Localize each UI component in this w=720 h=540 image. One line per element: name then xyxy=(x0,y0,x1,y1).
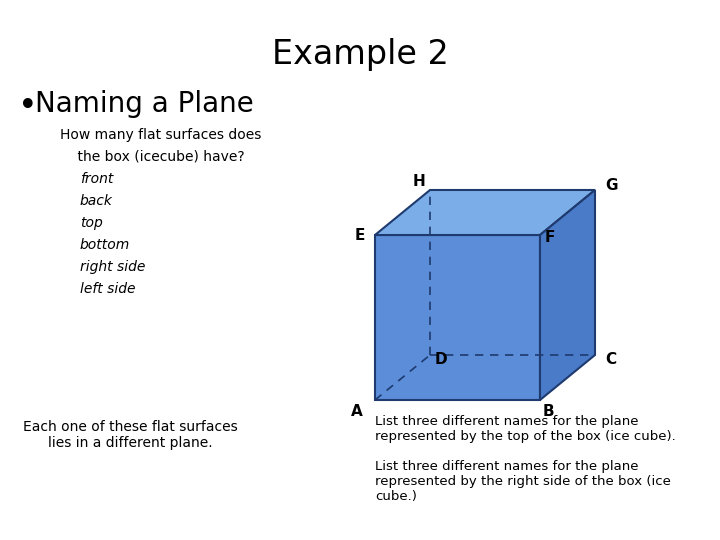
Text: Naming a Plane: Naming a Plane xyxy=(35,90,253,118)
Polygon shape xyxy=(375,235,540,400)
Text: Each one of these flat surfaces
lies in a different plane.: Each one of these flat surfaces lies in … xyxy=(22,420,238,450)
Text: Example 2: Example 2 xyxy=(271,38,449,71)
Text: the box (icecube) have?: the box (icecube) have? xyxy=(60,150,245,164)
Text: E: E xyxy=(355,227,365,242)
Text: A: A xyxy=(351,404,363,420)
Text: back: back xyxy=(80,194,113,208)
Text: B: B xyxy=(543,404,554,420)
Polygon shape xyxy=(540,190,595,400)
Text: D: D xyxy=(435,353,448,368)
Text: •: • xyxy=(18,90,37,123)
Text: C: C xyxy=(605,353,616,368)
Text: front: front xyxy=(80,172,113,186)
Text: bottom: bottom xyxy=(80,238,130,252)
Text: List three different names for the plane
represented by the right side of the bo: List three different names for the plane… xyxy=(375,460,671,503)
Text: H: H xyxy=(413,174,425,190)
Text: G: G xyxy=(605,178,618,192)
Text: left side: left side xyxy=(80,282,135,296)
Text: How many flat surfaces does: How many flat surfaces does xyxy=(60,128,261,142)
Text: F: F xyxy=(545,231,555,246)
Polygon shape xyxy=(375,190,595,235)
Text: top: top xyxy=(80,216,103,230)
Text: right side: right side xyxy=(80,260,145,274)
Text: List three different names for the plane
represented by the top of the box (ice : List three different names for the plane… xyxy=(375,415,676,443)
